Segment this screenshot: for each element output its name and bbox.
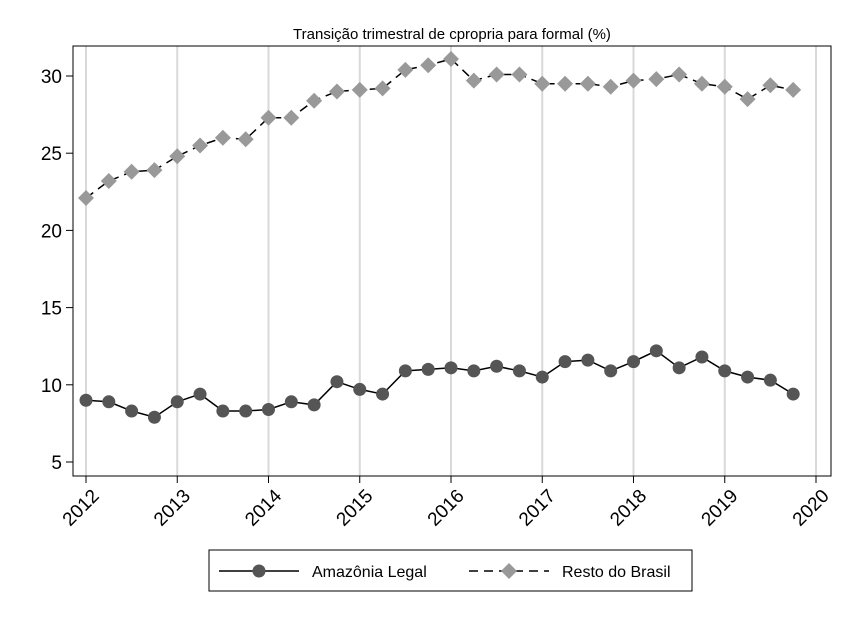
point-resto-do-brasil-9 — [283, 109, 300, 126]
x-tick-label-2014: 2014 — [241, 485, 286, 530]
x-tick-label-2017: 2017 — [515, 486, 560, 531]
point-resto-do-brasil-23 — [602, 78, 619, 95]
point-resto-do-brasil-12 — [351, 81, 368, 98]
point-resto-do-brasil-17 — [465, 72, 482, 89]
x-tick-label-2020: 2020 — [789, 486, 834, 531]
point-resto-do-brasil-20 — [534, 75, 551, 92]
legend-marker-resto — [501, 563, 517, 579]
point-amazonia-legal-28 — [718, 364, 732, 378]
point-resto-do-brasil-0 — [78, 189, 94, 206]
point-resto-do-brasil-28 — [716, 78, 733, 95]
point-resto-do-brasil-10 — [306, 92, 323, 109]
gridlines — [85, 46, 817, 476]
point-resto-do-brasil-21 — [557, 75, 574, 92]
y-axis: 5 10 15 20 25 30 — [41, 67, 73, 474]
y-tick-label-10: 10 — [41, 376, 62, 397]
point-amazonia-legal-18 — [490, 359, 504, 373]
point-amazonia-legal-22 — [581, 353, 595, 367]
point-amazonia-legal-9 — [284, 395, 298, 409]
legend-label-resto: Resto do Brasil — [562, 564, 671, 581]
point-amazonia-legal-1 — [102, 395, 116, 409]
point-resto-do-brasil-1 — [100, 172, 117, 189]
point-amazonia-legal-16 — [444, 361, 458, 375]
point-resto-do-brasil-8 — [260, 109, 277, 126]
point-amazonia-legal-12 — [353, 382, 367, 396]
point-amazonia-legal-30 — [763, 373, 777, 387]
point-resto-do-brasil-19 — [511, 66, 528, 83]
x-tick-label-2013: 2013 — [150, 486, 195, 531]
point-resto-do-brasil-2 — [123, 163, 140, 180]
point-amazonia-legal-15 — [421, 362, 435, 376]
y-tick-label-20: 20 — [41, 221, 62, 242]
point-resto-do-brasil-14 — [397, 61, 414, 78]
point-amazonia-legal-25 — [649, 344, 663, 358]
point-resto-do-brasil-29 — [739, 91, 756, 108]
x-tick-label-2019: 2019 — [698, 486, 743, 531]
point-resto-do-brasil-30 — [762, 77, 779, 94]
point-resto-do-brasil-18 — [488, 66, 505, 83]
point-resto-do-brasil-6 — [214, 129, 231, 146]
point-resto-do-brasil-22 — [579, 75, 596, 92]
point-resto-do-brasil-31 — [785, 81, 802, 98]
point-resto-do-brasil-16 — [443, 51, 459, 68]
series-line-amazonia-legal — [85, 349, 794, 419]
point-resto-do-brasil-3 — [146, 162, 163, 179]
plot-area-frame — [72, 45, 832, 477]
point-resto-do-brasil-27 — [693, 75, 710, 92]
point-amazonia-legal-17 — [467, 364, 481, 378]
point-amazonia-legal-13 — [376, 387, 390, 401]
point-resto-do-brasil-25 — [648, 71, 665, 88]
point-amazonia-legal-23 — [604, 364, 618, 378]
legend-marker-amazonia — [252, 564, 266, 578]
point-amazonia-legal-11 — [330, 375, 344, 389]
point-amazonia-legal-5 — [193, 387, 207, 401]
point-resto-do-brasil-11 — [328, 83, 345, 100]
point-resto-do-brasil-13 — [374, 80, 391, 97]
chart-title: Transição trimestral de cpropria para fo… — [293, 26, 611, 43]
point-amazonia-legal-4 — [170, 395, 184, 409]
point-amazonia-legal-31 — [786, 387, 800, 401]
point-resto-do-brasil-24 — [625, 72, 642, 89]
point-resto-do-brasil-15 — [420, 57, 437, 74]
legend: Amazônia Legal Resto do Brasil — [208, 549, 693, 592]
legend-item-resto: Resto do Brasil — [469, 563, 671, 581]
point-resto-do-brasil-26 — [671, 66, 688, 83]
point-amazonia-legal-0 — [79, 393, 93, 407]
point-amazonia-legal-26 — [672, 361, 686, 375]
point-resto-do-brasil-4 — [169, 148, 186, 165]
point-amazonia-legal-19 — [512, 364, 526, 378]
point-resto-do-brasil-5 — [192, 137, 209, 154]
point-amazonia-legal-10 — [307, 398, 321, 412]
point-amazonia-legal-3 — [147, 410, 161, 424]
point-amazonia-legal-6 — [216, 404, 230, 418]
legend-item-amazonia: Amazônia Legal — [219, 564, 427, 581]
point-amazonia-legal-27 — [695, 350, 709, 364]
point-amazonia-legal-29 — [741, 370, 755, 384]
point-amazonia-legal-21 — [558, 355, 572, 369]
point-amazonia-legal-8 — [262, 403, 275, 417]
x-tick-label-2018: 2018 — [606, 486, 651, 531]
y-tick-label-5: 5 — [51, 453, 62, 474]
y-tick-label-15: 15 — [41, 299, 62, 320]
point-amazonia-legal-7 — [239, 404, 253, 418]
legend-label-amazonia: Amazônia Legal — [312, 564, 427, 581]
point-amazonia-legal-24 — [627, 355, 640, 369]
y-tick-label-30: 30 — [41, 67, 62, 88]
x-axis: 2012 2013 2014 2015 2016 2017 2018 2019 2020 — [59, 476, 834, 530]
x-tick-label-2016: 2016 — [424, 486, 469, 531]
series-layer — [78, 51, 802, 424]
x-tick-label-2012: 2012 — [59, 486, 104, 531]
x-tick-label-2015: 2015 — [333, 486, 378, 531]
series-line-resto-do-brasil — [85, 58, 794, 199]
point-resto-do-brasil-7 — [237, 131, 254, 148]
point-amazonia-legal-20 — [535, 370, 549, 384]
point-amazonia-legal-14 — [398, 364, 412, 378]
point-amazonia-legal-2 — [125, 404, 139, 418]
y-tick-label-25: 25 — [41, 144, 62, 165]
